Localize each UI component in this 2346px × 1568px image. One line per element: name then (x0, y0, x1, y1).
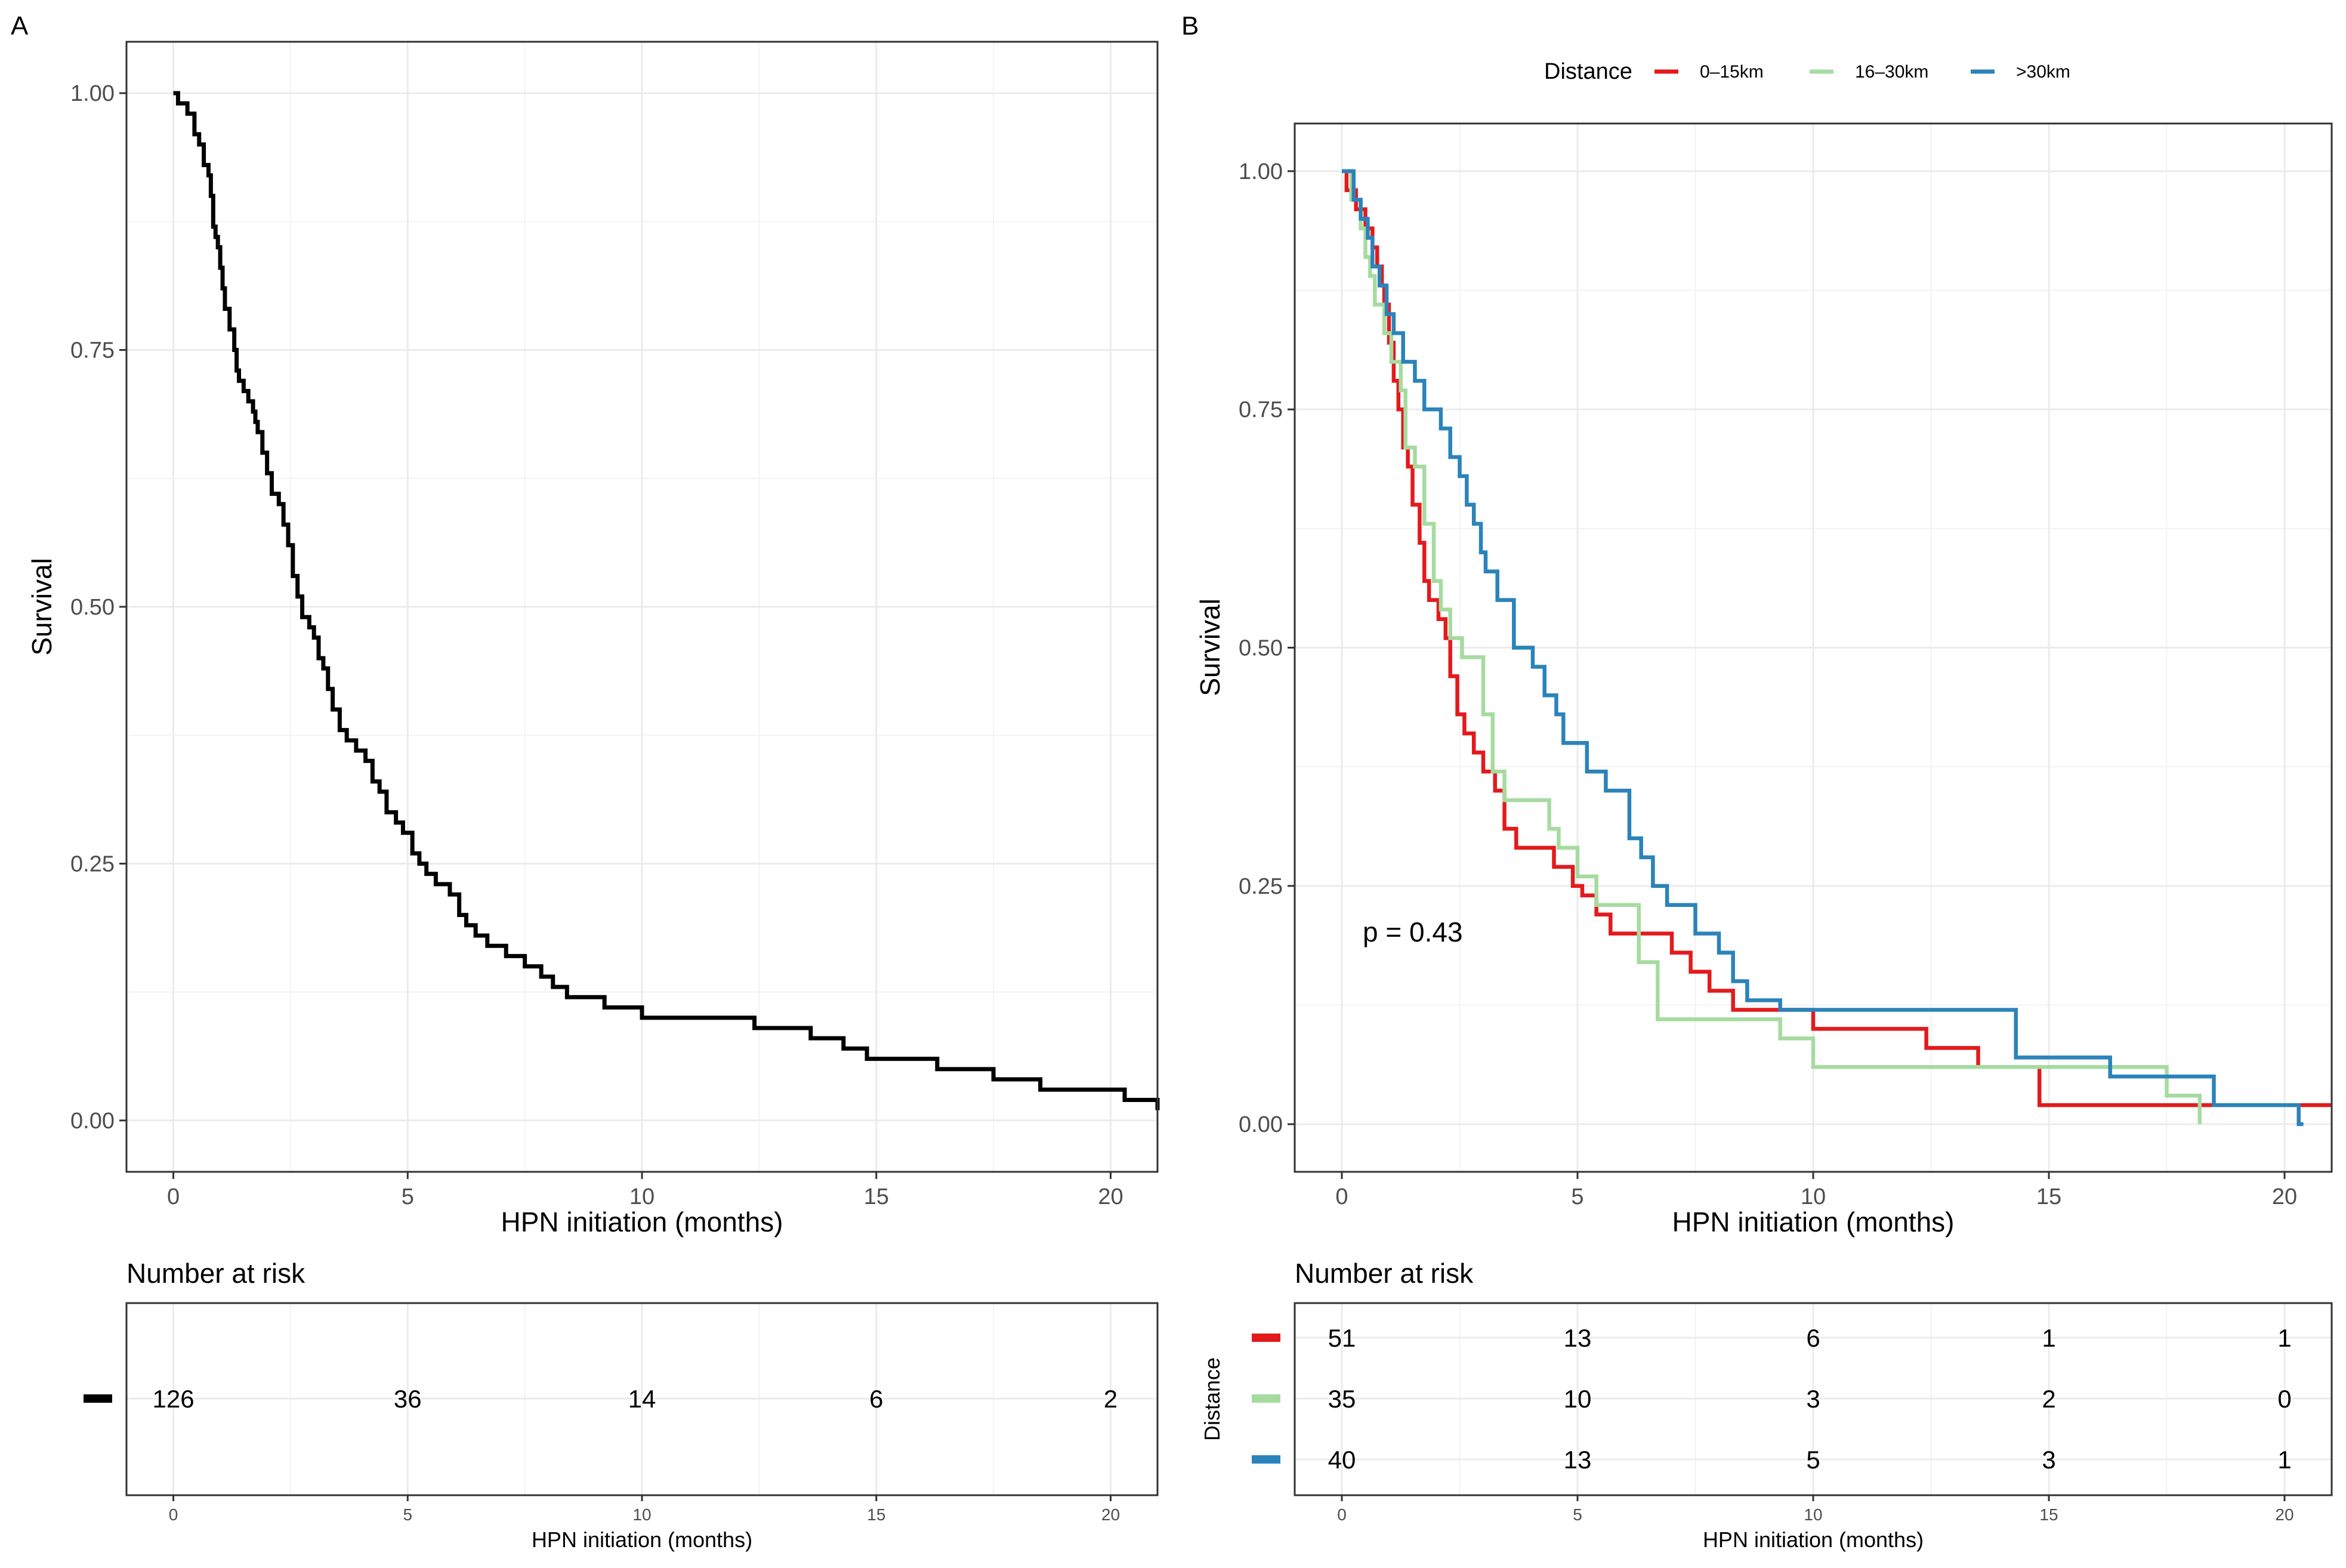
x-tick-label: 5 (1571, 1184, 1583, 1209)
y-tick-label: 0.25 (1239, 874, 1283, 899)
risk-count: 35 (1328, 1385, 1356, 1413)
risk-count: 2 (1104, 1385, 1118, 1413)
risk-count: 0 (2277, 1385, 2291, 1413)
y-tick-label: 0.00 (1239, 1112, 1283, 1137)
panel-b-plot: 0 5 10 15 20 0.00 0.25 0.50 0.75 1.00 Survival HP… (1194, 122, 2333, 1237)
panel-a-risk-rows: 126 36 14 6 2 (84, 1385, 1118, 1413)
x-tick-label: 20 (1098, 1184, 1123, 1209)
y-tick-label: 0.00 (70, 1109, 115, 1134)
panel-b-gridlines (1295, 124, 2332, 1172)
risk-count: 10 (1564, 1385, 1592, 1413)
panel-a-risk-table: Number at risk 0 5 10 15 20 126 36 14 6 2 HPN in… (84, 1258, 1159, 1552)
risk-count: 5 (1806, 1446, 1820, 1474)
panel-b-risk-ticks: 0 5 10 15 20 (1337, 1495, 2294, 1524)
risk-count: 14 (628, 1385, 656, 1413)
panel-a-label: A (11, 11, 29, 41)
legend-title: Distance (1544, 59, 1632, 84)
risk-count: 126 (153, 1385, 195, 1413)
panel-b-risk-rows: 51 13 6 1 135 10 3 2 040 13 5 3 1 (1252, 1324, 2292, 1474)
km-curve-30km-plus (1342, 169, 2304, 1126)
panel-a-plot: 0 5 10 15 20 0.00 0.25 0.50 0.75 1.00 Survival HP… (26, 41, 1160, 1237)
panel-b-risk-gridlines (1295, 1303, 2332, 1495)
risk-x-tick-label: 20 (2275, 1505, 2293, 1524)
y-tick-label: 0.75 (1239, 397, 1283, 422)
panel-b-x-title: HPN initiation (months) (1672, 1206, 1955, 1237)
panel-b-risk-strata-label: Distance (1200, 1357, 1224, 1441)
panel-a-x-title: HPN initiation (months) (501, 1206, 783, 1237)
legend-label-30km-plus: >30km (2016, 62, 2070, 82)
risk-x-tick-label: 0 (1337, 1505, 1347, 1524)
risk-count: 1 (2042, 1324, 2055, 1352)
risk-count: 40 (1328, 1446, 1356, 1474)
panel-a-ticks: 0 5 10 15 20 0.00 0.25 0.50 0.75 1.00 (70, 81, 1123, 1209)
risk-count: 2 (2042, 1385, 2055, 1413)
y-tick-label: 1.00 (70, 81, 115, 106)
panel-a-risk-gridlines (126, 1303, 1157, 1495)
risk-x-tick-label: 10 (1804, 1505, 1822, 1524)
x-tick-label: 10 (1801, 1184, 1826, 1209)
risk-x-tick-label: 15 (2039, 1505, 2058, 1524)
panel-a-risk-title: Number at risk (126, 1258, 305, 1289)
y-tick-label: 0.50 (70, 595, 115, 620)
risk-x-tick-label: 15 (867, 1505, 885, 1524)
risk-count: 13 (1564, 1446, 1592, 1474)
risk-count: 13 (1564, 1324, 1592, 1352)
risk-x-tick-label: 0 (169, 1505, 178, 1524)
y-tick-label: 0.50 (1239, 636, 1283, 661)
x-tick-label: 15 (864, 1184, 889, 1209)
risk-x-tick-label: 10 (632, 1505, 651, 1524)
panel-a-risk-ticks: 0 5 10 15 20 (169, 1495, 1120, 1524)
risk-count: 6 (1806, 1324, 1820, 1352)
panel-b-risk-x-title: HPN initiation (months) (1703, 1527, 1924, 1552)
panel-b-legend: Distance 0–15km 16–30km >30km (1544, 59, 2070, 84)
km-curve-16-30km (1342, 169, 2202, 1125)
panel-b-label: B (1181, 11, 1199, 41)
risk-count: 3 (1806, 1385, 1820, 1413)
x-tick-label: 20 (2272, 1184, 2297, 1209)
risk-count: 6 (869, 1385, 883, 1413)
panel-a-y-title: Survival (26, 558, 57, 656)
panel-a-risk-x-title: HPN initiation (months) (532, 1527, 752, 1552)
x-tick-label: 0 (1335, 1184, 1348, 1209)
panel-a-gridlines (126, 42, 1157, 1172)
legend-label-16-30km: 16–30km (1855, 62, 1928, 82)
y-tick-label: 1.00 (1239, 159, 1283, 184)
y-tick-label: 0.25 (70, 851, 115, 876)
panel-b-risk-table: Number at risk 0 5 10 15 20 51 13 6 1 135 10 3 2 040… (1200, 1258, 2333, 1552)
km-curve-0-15km (1342, 169, 2332, 1107)
risk-count: 1 (2277, 1324, 2291, 1352)
y-tick-label: 0.75 (70, 338, 115, 363)
risk-count: 1 (2277, 1446, 2291, 1474)
legend-label-0-15km: 0–15km (1700, 62, 1764, 82)
x-tick-label: 10 (629, 1184, 655, 1209)
x-tick-label: 15 (2036, 1184, 2061, 1209)
risk-count: 51 (1328, 1324, 1356, 1352)
panel-b-risk-title: Number at risk (1295, 1258, 1474, 1289)
x-tick-label: 0 (167, 1184, 180, 1209)
panel-b-y-title: Survival (1194, 598, 1226, 696)
risk-x-tick-label: 5 (403, 1505, 412, 1524)
risk-count: 3 (2042, 1446, 2055, 1474)
km-curve-all (173, 91, 1160, 1110)
panel-a-curves (173, 91, 1160, 1110)
risk-x-tick-label: 5 (1573, 1505, 1582, 1524)
x-tick-label: 5 (402, 1184, 414, 1209)
p-value-annotation: p = 0.43 (1363, 916, 1463, 947)
risk-x-tick-label: 20 (1101, 1505, 1120, 1524)
panel-b-ticks: 0 5 10 15 20 0.00 0.25 0.50 0.75 1.00 (1239, 159, 2297, 1209)
risk-count: 36 (394, 1385, 422, 1413)
panel-b-curves (1342, 169, 2332, 1126)
